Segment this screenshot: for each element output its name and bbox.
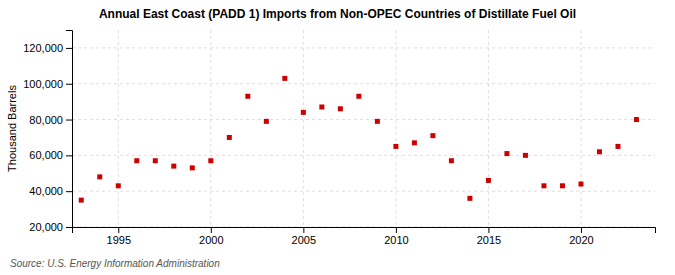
plot: 1995 2000 2005 2010 2015 2020 20,000 40,000 60,0… <box>23 30 655 246</box>
tick-mark <box>66 120 72 121</box>
grid-line <box>580 30 581 227</box>
point <box>449 158 454 163</box>
tick-mark <box>303 227 304 233</box>
tick-mark <box>66 84 72 85</box>
tick: 2020 <box>569 227 593 246</box>
grid-line <box>72 191 655 192</box>
point <box>134 158 139 163</box>
tick-mark <box>581 227 582 233</box>
grid-line <box>488 30 489 227</box>
point <box>245 94 250 99</box>
point <box>356 94 361 99</box>
grid-line <box>303 30 304 227</box>
axis-line <box>66 31 73 228</box>
tick-label: 2015 <box>477 234 501 246</box>
tick: 2015 <box>477 227 501 246</box>
point <box>430 133 435 138</box>
point <box>541 183 546 188</box>
point <box>264 119 269 124</box>
point <box>393 144 398 149</box>
grid-line <box>210 30 211 227</box>
point <box>615 144 620 149</box>
tick-label: 20,000 <box>29 221 63 233</box>
tick-mark <box>488 227 489 233</box>
tick-mark <box>118 227 119 233</box>
tick-label: 80,000 <box>29 114 63 126</box>
y-axis: 20,000 40,000 60,000 80,000 100,000 120,000 <box>23 31 72 234</box>
point <box>634 117 639 122</box>
tick: 40,000 <box>29 185 72 197</box>
tick-label: 120,000 <box>23 42 63 54</box>
tick: 20,000 <box>29 221 72 233</box>
point <box>208 158 213 163</box>
axis-line <box>73 228 656 234</box>
point <box>578 182 583 187</box>
point <box>190 165 195 170</box>
tick-mark <box>66 191 72 192</box>
point <box>597 149 602 154</box>
grid-line <box>72 155 655 156</box>
tick-mark <box>66 48 72 49</box>
tick-label: 100,000 <box>23 78 63 90</box>
grid-line <box>118 30 119 227</box>
chart: 1995 2000 2005 2010 2015 2020 20,000 40,000 60,0… <box>0 0 675 275</box>
tick: 100,000 <box>23 78 72 90</box>
tick: 60,000 <box>29 149 72 161</box>
tick-mark <box>66 155 72 156</box>
point <box>504 151 509 156</box>
point <box>319 105 324 110</box>
point <box>467 196 472 201</box>
tick: 2005 <box>292 227 316 246</box>
tick: 1995 <box>107 227 131 246</box>
grid-line <box>72 47 655 48</box>
tick-mark <box>211 227 212 233</box>
point <box>375 119 380 124</box>
grid-line <box>72 83 655 84</box>
tick-label: 2020 <box>569 234 593 246</box>
point <box>412 140 417 145</box>
y-axis-title: Thousand Barrels <box>6 85 18 172</box>
point <box>560 183 565 188</box>
point <box>227 135 232 140</box>
tick-mark <box>66 227 72 228</box>
tick: 80,000 <box>29 114 72 126</box>
point <box>153 158 158 163</box>
grid-line <box>395 30 396 227</box>
tick: 2010 <box>384 227 408 246</box>
tick-label: 2005 <box>292 234 316 246</box>
point <box>116 183 121 188</box>
tick-label: 2010 <box>384 234 408 246</box>
tick-label: 60,000 <box>29 149 63 161</box>
grid-line <box>72 119 655 120</box>
point <box>486 178 491 183</box>
point <box>282 76 287 81</box>
point <box>301 110 306 115</box>
point <box>171 164 176 169</box>
point <box>523 153 528 158</box>
title: Annual East Coast (PADD 1) Imports from … <box>99 7 576 21</box>
tick-mark <box>396 227 397 233</box>
tick: 120,000 <box>23 42 72 54</box>
x-axis: 1995 2000 2005 2010 2015 2020 <box>73 227 656 246</box>
point <box>338 106 343 111</box>
tick-label: 2000 <box>199 234 223 246</box>
grid <box>72 30 655 227</box>
points <box>79 76 639 203</box>
tick: 2000 <box>199 227 223 246</box>
tick-label: 1995 <box>107 234 131 246</box>
point <box>97 174 102 179</box>
point <box>79 198 84 203</box>
source: Source: U.S. Energy Information Administ… <box>10 258 220 269</box>
tick-label: 40,000 <box>29 185 63 197</box>
